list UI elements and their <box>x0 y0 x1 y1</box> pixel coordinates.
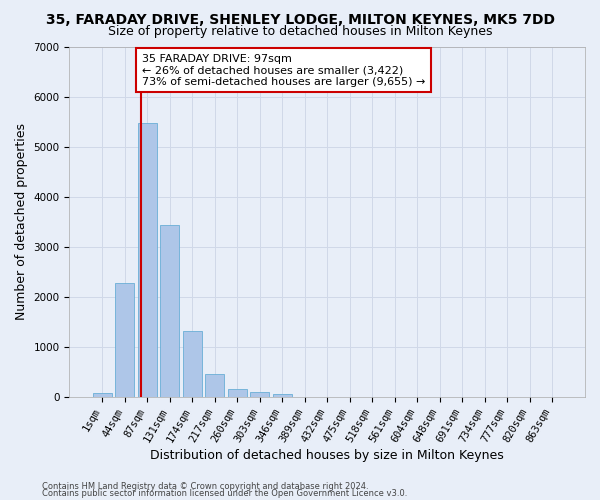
Text: Size of property relative to detached houses in Milton Keynes: Size of property relative to detached ho… <box>108 25 492 38</box>
Bar <box>272 394 292 396</box>
Bar <box>115 282 134 397</box>
Bar <box>183 330 202 396</box>
Bar <box>93 392 112 396</box>
Bar <box>160 225 179 396</box>
Text: 35, FARADAY DRIVE, SHENLEY LODGE, MILTON KEYNES, MK5 7DD: 35, FARADAY DRIVE, SHENLEY LODGE, MILTON… <box>46 12 554 26</box>
Y-axis label: Number of detached properties: Number of detached properties <box>15 123 28 320</box>
Bar <box>250 392 269 396</box>
Bar <box>205 374 224 396</box>
Text: Contains HM Land Registry data © Crown copyright and database right 2024.: Contains HM Land Registry data © Crown c… <box>42 482 368 491</box>
Text: Contains public sector information licensed under the Open Government Licence v3: Contains public sector information licen… <box>42 490 407 498</box>
Bar <box>138 122 157 396</box>
Text: 35 FARADAY DRIVE: 97sqm
← 26% of detached houses are smaller (3,422)
73% of semi: 35 FARADAY DRIVE: 97sqm ← 26% of detache… <box>142 54 425 86</box>
Bar <box>228 388 247 396</box>
X-axis label: Distribution of detached houses by size in Milton Keynes: Distribution of detached houses by size … <box>151 450 504 462</box>
